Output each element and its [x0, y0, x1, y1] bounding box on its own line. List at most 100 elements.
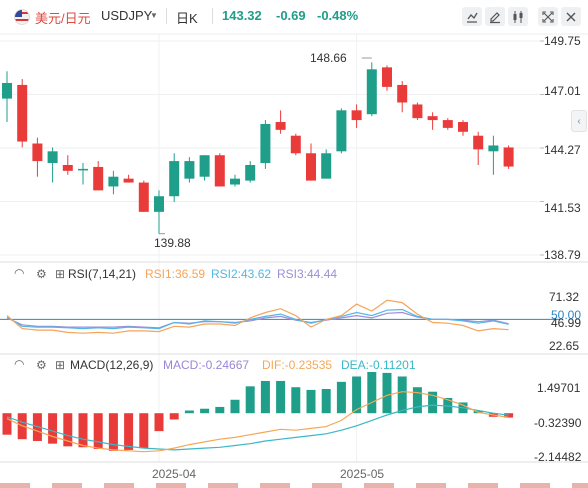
macd-value: MACD:-0.24667 — [163, 358, 250, 372]
candle-body — [47, 151, 58, 164]
macd-bar — [154, 413, 164, 432]
high-annotation: 148.66 — [310, 51, 347, 65]
price-change: -0.69 — [276, 8, 306, 23]
expand-box-icon[interactable]: ⊞ — [55, 267, 66, 281]
rsi-tick: 50.00 — [551, 308, 582, 322]
candle-body — [154, 196, 164, 212]
candle-body — [275, 122, 286, 130]
macd-bar — [291, 387, 301, 414]
macd-tick: -2.14482 — [534, 450, 582, 464]
price-tick: 138.79 — [544, 248, 581, 262]
price-change-pct: -0.48% — [317, 8, 359, 23]
candle-body — [382, 67, 392, 87]
eye-icon[interactable]: ◠ — [14, 357, 25, 371]
gear-icon[interactable]: ⚙ — [36, 358, 47, 372]
candle-body — [427, 116, 438, 121]
candle-body — [184, 161, 195, 179]
candle-body — [93, 166, 104, 191]
candle-body — [412, 104, 423, 119]
gear-icon[interactable]: ⚙ — [36, 267, 47, 281]
candle-body — [488, 145, 499, 152]
pair-name-cn[interactable]: 美元/日元 — [35, 11, 91, 26]
macd-bar — [215, 406, 225, 414]
candle-body — [366, 69, 377, 115]
macd-bar — [200, 408, 210, 414]
pair-symbol[interactable]: USDJPY — [101, 8, 153, 23]
macd-bar — [245, 386, 255, 414]
candle-body — [245, 164, 256, 181]
period-selector[interactable]: 日K — [176, 11, 198, 26]
macd-legend: ◠ ⚙ ⊞ MACD(12,26,9) MACD:-0.24667 DIF:-0… — [0, 357, 560, 376]
candle-body — [458, 122, 468, 132]
chart-mode-icon[interactable] — [462, 7, 482, 26]
macd-bar — [276, 380, 286, 414]
dif-value: DIF:-0.23535 — [262, 358, 333, 372]
chart-header: 美元/日元 USDJPY ▼ 日K 143.32 -0.69 -0.48% — [0, 0, 588, 32]
candle-body — [17, 84, 28, 142]
candle-body — [214, 155, 225, 187]
macd-bar — [336, 381, 346, 414]
candle-body — [473, 135, 484, 150]
macd-bar — [169, 413, 179, 420]
candle-body — [503, 147, 514, 167]
macd-bar — [48, 413, 58, 444]
macd-bar — [230, 399, 240, 414]
time-tick: 2025-04 — [152, 467, 197, 481]
price-tick: 147.01 — [544, 84, 581, 98]
rsi1-line — [6, 299, 509, 334]
price-tick: 149.75 — [544, 34, 581, 48]
eye-icon[interactable]: ◠ — [14, 266, 25, 280]
candle-body — [306, 153, 316, 181]
last-price: 143.32 — [222, 8, 262, 23]
us-flag-icon — [14, 9, 30, 25]
candle-body — [397, 84, 408, 103]
chevron-left-icon[interactable]: ‹ — [571, 110, 587, 132]
dea-line — [6, 404, 509, 451]
chevron-down-icon[interactable]: ▼ — [150, 11, 158, 20]
rsi1-value: RSI1:36.59 — [145, 267, 206, 281]
macd-bar — [367, 372, 377, 414]
candle-body — [108, 176, 119, 187]
macd-bar — [108, 413, 118, 451]
macd-bar — [412, 387, 422, 414]
macd-bar — [93, 413, 103, 450]
rsi-tick: 46.99 — [551, 316, 582, 330]
close-icon[interactable] — [561, 7, 581, 26]
macd-bar — [306, 389, 316, 414]
low-annotation: 139.88 — [154, 236, 191, 250]
macd-bar — [428, 391, 438, 414]
fullscreen-icon[interactable] — [538, 7, 558, 26]
dif-line — [6, 391, 509, 453]
candle-body — [32, 143, 43, 162]
macd-tick: -0.32390 — [534, 416, 582, 430]
candle-body — [336, 110, 347, 152]
price-annotations — [159, 57, 372, 235]
divider — [212, 8, 213, 24]
rsi-title: RSI(7,14,21) — [68, 267, 137, 281]
candle-body — [169, 161, 180, 197]
candle-type-icon[interactable] — [508, 7, 528, 26]
candlestick-series — [2, 62, 514, 234]
draw-icon[interactable] — [485, 7, 505, 26]
candle-body — [351, 110, 362, 121]
candle-body — [2, 82, 12, 99]
candle-body — [138, 182, 149, 212]
candle-body — [62, 164, 73, 171]
rsi3-value: RSI3:44.44 — [277, 267, 338, 281]
macd-bar — [352, 376, 362, 414]
macd-bar — [382, 372, 392, 414]
candle-body — [260, 123, 271, 164]
macd-series — [2, 372, 514, 453]
rsi-legend: ◠ ⚙ ⊞ RSI(7,14,21) RSI1:36.59 RSI2:43.62… — [0, 266, 560, 285]
bottom-tab-strip — [0, 483, 588, 488]
macd-bar — [504, 413, 514, 418]
rsi-tick: 22.65 — [549, 339, 580, 353]
macd-bar — [184, 410, 194, 414]
expand-box-icon[interactable]: ⊞ — [55, 358, 66, 372]
candle-body — [78, 168, 88, 171]
macd-bar — [124, 413, 134, 450]
candle-body — [290, 135, 301, 154]
macd-bar — [397, 376, 407, 414]
macd-tick: 1.49701 — [537, 381, 581, 395]
